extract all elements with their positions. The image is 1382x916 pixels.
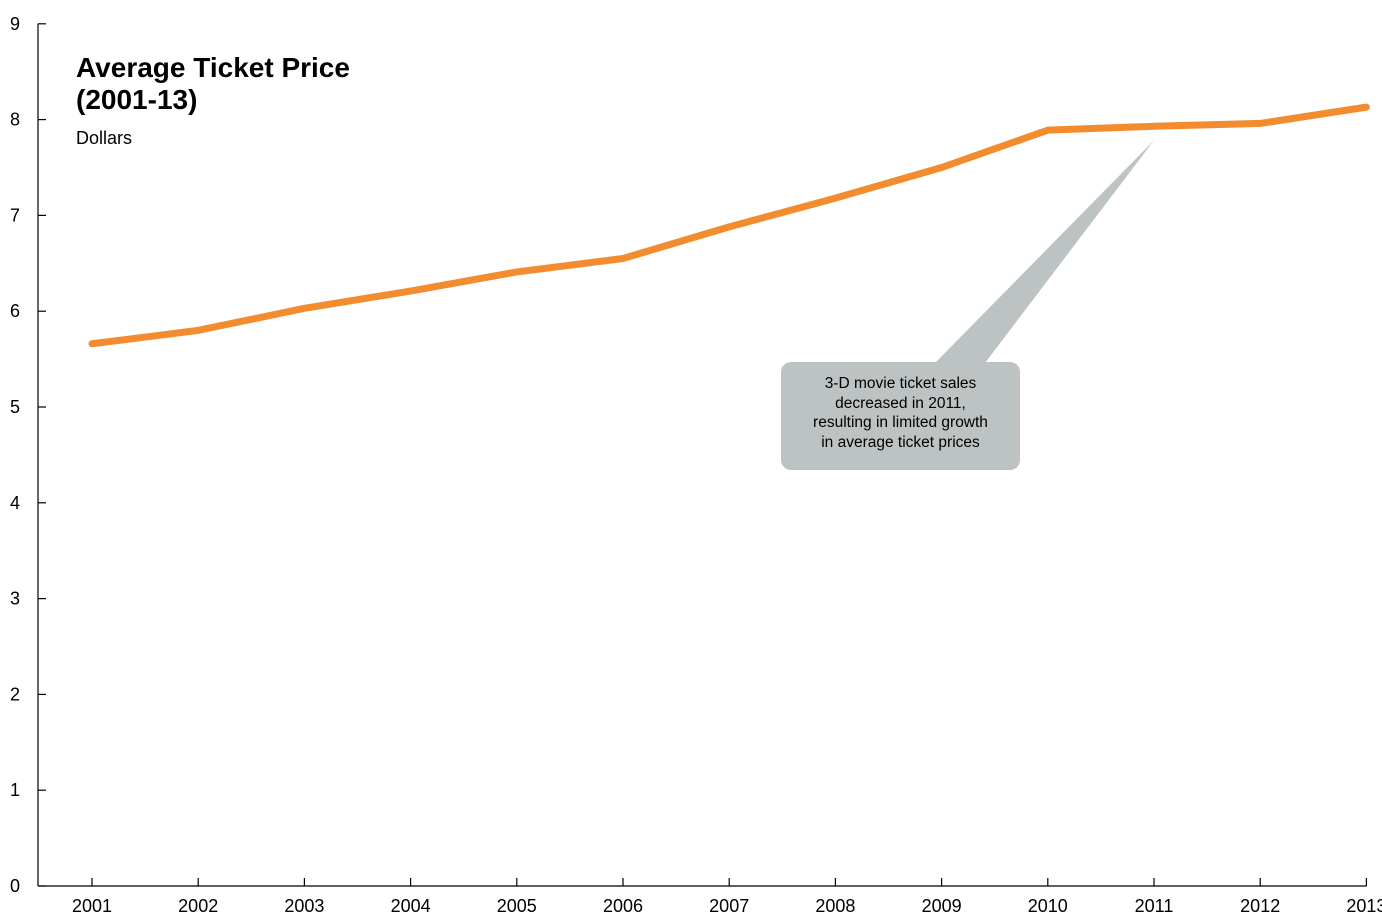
x-tick-label: 2010: [1028, 896, 1068, 916]
chart-subtitle: Dollars: [76, 128, 133, 148]
y-tick-label: 0: [10, 876, 20, 896]
x-tick-label: 2004: [391, 896, 431, 916]
annotation-line-3: resulting in limited growth: [813, 414, 988, 431]
annotation-line-4: in average ticket prices: [821, 433, 980, 451]
annotation-line-1: 3-D movie ticket sales: [824, 375, 977, 392]
y-tick-label: 8: [10, 110, 20, 130]
x-tick-label: 2012: [1240, 896, 1280, 916]
x-tick-label: 2006: [603, 896, 643, 916]
axes: 0 1 2 3 4 5 6 7 8 9 2001 2002 2003 2004 2005 2006 2007 20…: [10, 14, 1382, 916]
x-tick-label: 2002: [178, 896, 218, 916]
chart-title-line-1: Average Ticket Price: [76, 52, 350, 83]
x-tick-label: 2001: [72, 896, 112, 916]
y-tick-label: 6: [10, 301, 20, 321]
x-tick-label: 2013: [1346, 896, 1382, 916]
y-tick-label: 5: [10, 397, 20, 417]
chart-title: Average Ticket Price (2001-13): [76, 52, 350, 116]
y-tick-label: 1: [10, 780, 20, 800]
x-tick-label: 2011: [1135, 896, 1174, 916]
y-tick-label: 3: [10, 589, 20, 609]
callout-pointer-shape: [935, 140, 1154, 363]
x-tick-label: 2009: [922, 896, 962, 916]
series-line: [88, 103, 1370, 348]
series: [88, 103, 1370, 348]
x-tick-label: 2007: [709, 896, 749, 916]
y-tick-label: 2: [10, 684, 20, 704]
annotation-line-2: decreased in 2011,: [835, 394, 966, 412]
annotation-callout: 3-D movie ticket sales decreased in 2011…: [781, 362, 1020, 470]
callout-pointer: [935, 140, 1154, 363]
y-tick-label: 4: [10, 493, 20, 513]
x-tick-label: 2008: [815, 896, 855, 916]
x-tick-label: 2005: [497, 896, 537, 916]
chart-title-line-2: (2001-13): [76, 84, 198, 115]
y-tick-label: 9: [10, 14, 20, 34]
x-tick-label: 2003: [284, 896, 324, 916]
y-tick-label: 7: [10, 205, 20, 225]
